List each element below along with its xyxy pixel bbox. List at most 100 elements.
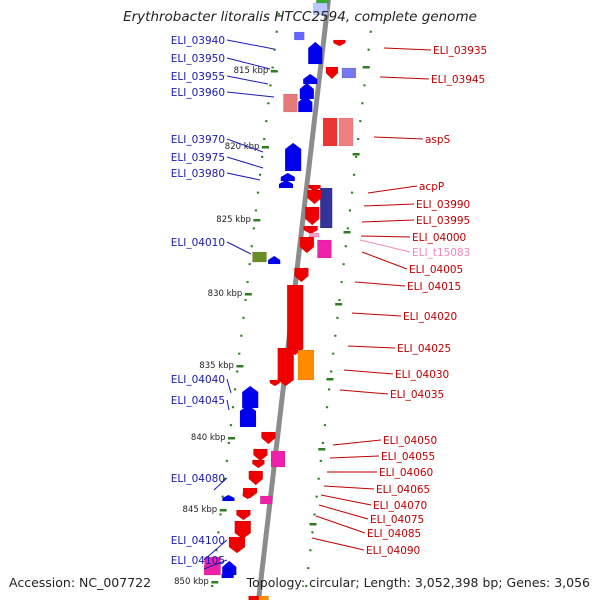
reverse-gene-arrow: [261, 431, 276, 445]
forward-gene-arrow: [280, 172, 296, 182]
reverse-gene-label[interactable]: ELI_04065: [376, 484, 430, 496]
forward-gene-arrow: [267, 255, 281, 265]
gene-feature-box: [259, 495, 273, 505]
label-leader-line: [379, 76, 430, 80]
minor-tick: [335, 303, 343, 306]
scale-label: 830 kbp: [208, 289, 243, 299]
label-leader-line: [226, 138, 264, 153]
forward-gene-label[interactable]: ELI_04080: [171, 473, 225, 485]
gene-feature-box: [293, 31, 305, 41]
scale-tick: [219, 509, 227, 512]
scale-tick: [244, 293, 252, 296]
reverse-gene-label[interactable]: ELI_04085: [367, 528, 421, 540]
reverse-gene-label[interactable]: ELI_03945: [431, 74, 485, 86]
label-leader-line: [359, 239, 411, 253]
label-leader-line: [323, 485, 375, 490]
forward-gene-label[interactable]: ELI_04045: [171, 395, 225, 407]
forward-gene-label[interactable]: ELI_04100: [171, 535, 225, 547]
label-leader-line: [318, 504, 369, 520]
forward-gene-label[interactable]: ELI_04105: [171, 555, 225, 567]
reverse-gene-arrow: [325, 66, 339, 80]
minor-tick: [362, 66, 370, 69]
forward-gene-label[interactable]: ELI_04010: [171, 237, 225, 249]
forward-gene-label[interactable]: ELI_03950: [171, 53, 225, 65]
reverse-gene-label[interactable]: ELI_04070: [373, 500, 427, 512]
label-leader-line: [226, 156, 264, 169]
reverse-gene-arrow: [303, 225, 318, 235]
gene-feature-box: [258, 595, 269, 600]
reverse-gene-label[interactable]: ELI_t15083: [412, 247, 470, 259]
left-guide-line: [209, 0, 282, 600]
forward-gene-arrow: [222, 494, 235, 502]
reverse-gene-label[interactable]: ELI_04090: [366, 545, 420, 557]
forward-gene-label[interactable]: ELI_03970: [171, 134, 225, 146]
reverse-gene-label[interactable]: ELI_04005: [409, 264, 463, 276]
label-leader-line: [320, 494, 372, 506]
gene-feature-box: [338, 117, 354, 147]
reverse-gene-arrow: [308, 184, 321, 192]
label-leader-line: [226, 75, 269, 85]
reverse-gene-label[interactable]: ELI_04035: [390, 389, 444, 401]
forward-gene-label[interactable]: ELI_03940: [171, 35, 225, 47]
label-leader-line: [354, 281, 406, 287]
gene-feature-box: [317, 239, 332, 259]
reverse-gene-arrow: [253, 448, 268, 462]
reverse-gene-label[interactable]: ELI_04060: [379, 467, 433, 479]
reverse-gene-arrow: [234, 520, 251, 540]
label-leader-line: [213, 477, 228, 491]
reverse-gene-label[interactable]: ELI_03990: [416, 199, 470, 211]
label-leader-line: [343, 369, 394, 375]
reverse-gene-label[interactable]: ELI_03995: [416, 215, 470, 227]
reverse-gene-label[interactable]: ELI_04015: [407, 281, 461, 293]
reverse-gene-label[interactable]: ELI_04020: [403, 311, 457, 323]
accession-label: Accession: NC_007722: [9, 575, 152, 590]
reverse-gene-label[interactable]: aspS: [425, 134, 451, 146]
scale-label: 840 kbp: [191, 433, 226, 443]
reverse-gene-label[interactable]: ELI_03935: [433, 45, 487, 57]
label-leader-line: [311, 537, 365, 551]
label-leader-line: [226, 57, 271, 70]
label-leader-line: [315, 515, 366, 534]
gene-feature-box: [313, 2, 328, 16]
gene-feature-box: [252, 251, 267, 263]
reverse-gene-label[interactable]: ELI_04050: [383, 435, 437, 447]
label-leader-line: [339, 389, 389, 395]
scale-tick: [228, 437, 236, 440]
reverse-gene-arrow: [305, 206, 320, 226]
scale-label: 850 kbp: [174, 577, 209, 587]
reverse-gene-arrow: [294, 267, 309, 283]
reverse-gene-label[interactable]: ELI_04055: [381, 451, 435, 463]
label-leader-line: [226, 378, 232, 394]
reverse-gene-label[interactable]: ELI_04075: [370, 514, 424, 526]
label-leader-line: [332, 439, 382, 446]
reverse-gene-arrow: [299, 236, 315, 254]
topology-label: Topology: circular; Length: 3,052,398 bp…: [246, 575, 590, 590]
scale-tick: [253, 219, 261, 222]
reverse-gene-arrow: [236, 509, 251, 521]
reverse-gene-label[interactable]: ELI_04000: [412, 232, 466, 244]
forward-gene-label[interactable]: ELI_04040: [171, 374, 225, 386]
forward-gene-label[interactable]: ELI_03955: [171, 71, 225, 83]
forward-gene-label[interactable]: ELI_03975: [171, 152, 225, 164]
forward-gene-label[interactable]: ELI_03960: [171, 87, 225, 99]
gene-feature-box: [322, 117, 338, 147]
scale-label: 820 kbp: [225, 142, 260, 152]
label-leader-line: [203, 559, 228, 570]
reverse-gene-arrow: [286, 284, 304, 356]
gene-feature-box: [297, 349, 315, 381]
reverse-gene-label[interactable]: acpP: [419, 181, 444, 193]
label-leader-line: [360, 235, 411, 238]
minor-tick: [318, 448, 326, 451]
forward-gene-arrow: [284, 142, 302, 172]
gene-feature-box: [308, 232, 320, 238]
forward-gene-label[interactable]: ELI_03980: [171, 168, 225, 180]
minor-tick: [309, 523, 317, 526]
reverse-gene-arrow: [228, 536, 246, 554]
reverse-gene-arrow: [333, 39, 346, 47]
scale-tick: [236, 365, 244, 368]
forward-gene-arrow: [278, 179, 294, 189]
gene-feature-box: [248, 595, 261, 600]
reverse-gene-label[interactable]: ELI_04025: [397, 343, 451, 355]
reverse-gene-label[interactable]: ELI_04030: [395, 369, 449, 381]
